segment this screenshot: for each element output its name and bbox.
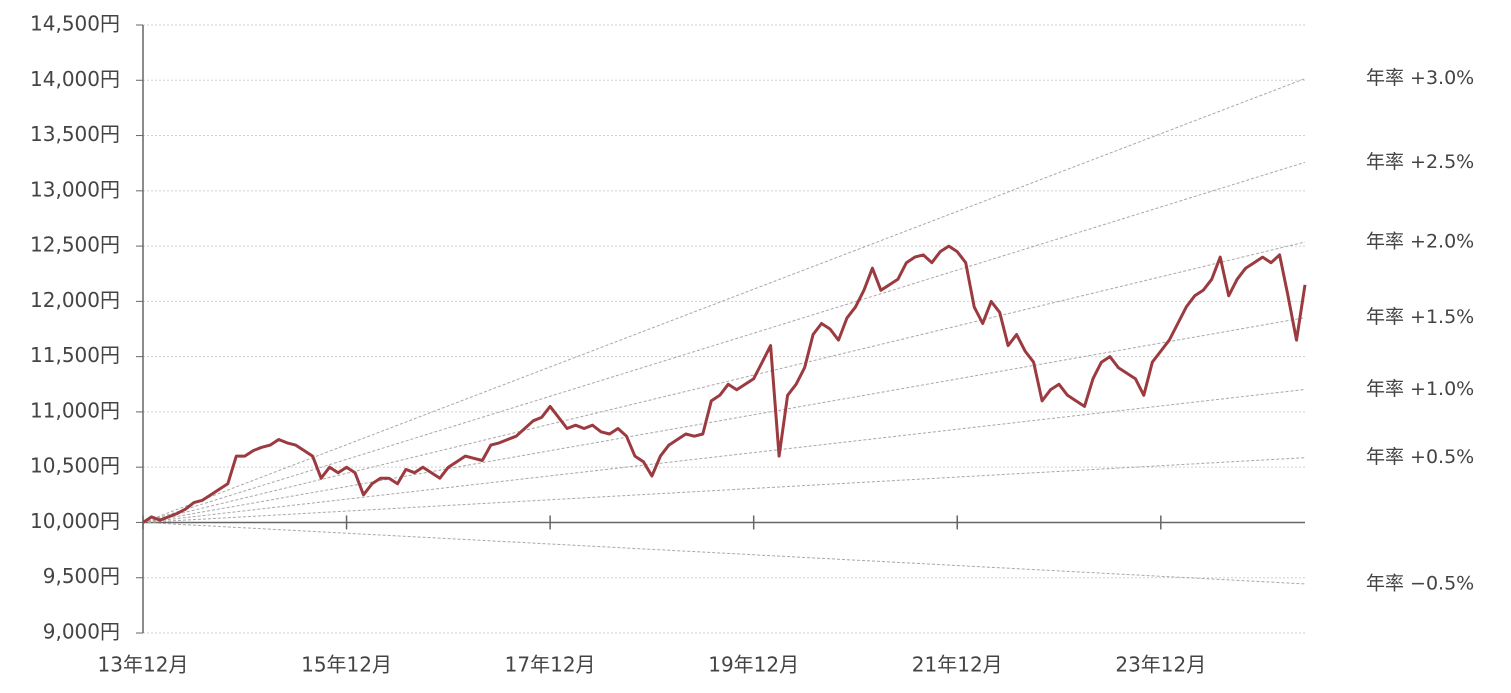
reference-label: 年率 +1.5% <box>1366 306 1474 328</box>
x-tick-label: 19年12月 <box>708 653 799 677</box>
reference-line <box>142 457 1306 523</box>
x-tick-label: 23年12月 <box>1115 653 1206 677</box>
reference-line <box>142 521 1306 585</box>
y-tick-label: 14,500円 <box>30 12 120 36</box>
reference-label: 年率 +2.5% <box>1366 151 1474 173</box>
y-tick-label: 14,000円 <box>30 67 120 91</box>
y-tick-label: 13,000円 <box>30 177 120 201</box>
x-tick-label: 21年12月 <box>912 653 1003 677</box>
reference-label: 年率 −0.5% <box>1366 572 1474 594</box>
y-tick-label: 13,500円 <box>30 122 120 146</box>
x-tick-label: 15年12月 <box>301 653 392 677</box>
y-tick-label: 9,500円 <box>43 564 120 588</box>
reference-line <box>142 78 1306 523</box>
y-tick-label: 9,000円 <box>43 620 120 644</box>
x-tick-label: 17年12月 <box>505 653 596 677</box>
reference-label: 年率 +1.0% <box>1366 378 1474 400</box>
reference-line <box>142 241 1306 523</box>
reference-label: 年率 +2.0% <box>1366 231 1474 253</box>
reference-line <box>142 161 1306 523</box>
x-tick-label: 13年12月 <box>98 653 189 677</box>
y-tick-label: 10,000円 <box>30 509 120 533</box>
reference-label: 年率 +0.5% <box>1366 446 1474 468</box>
y-tick-label: 10,500円 <box>30 454 120 478</box>
y-tick-label: 12,000円 <box>30 288 120 312</box>
y-tick-label: 11,000円 <box>30 398 120 422</box>
reference-line <box>142 317 1306 523</box>
series-line <box>142 244 1307 524</box>
y-tick-label: 12,500円 <box>30 233 120 257</box>
reference-label: 年率 +3.0% <box>1366 67 1474 89</box>
y-tick-label: 11,500円 <box>30 343 120 367</box>
